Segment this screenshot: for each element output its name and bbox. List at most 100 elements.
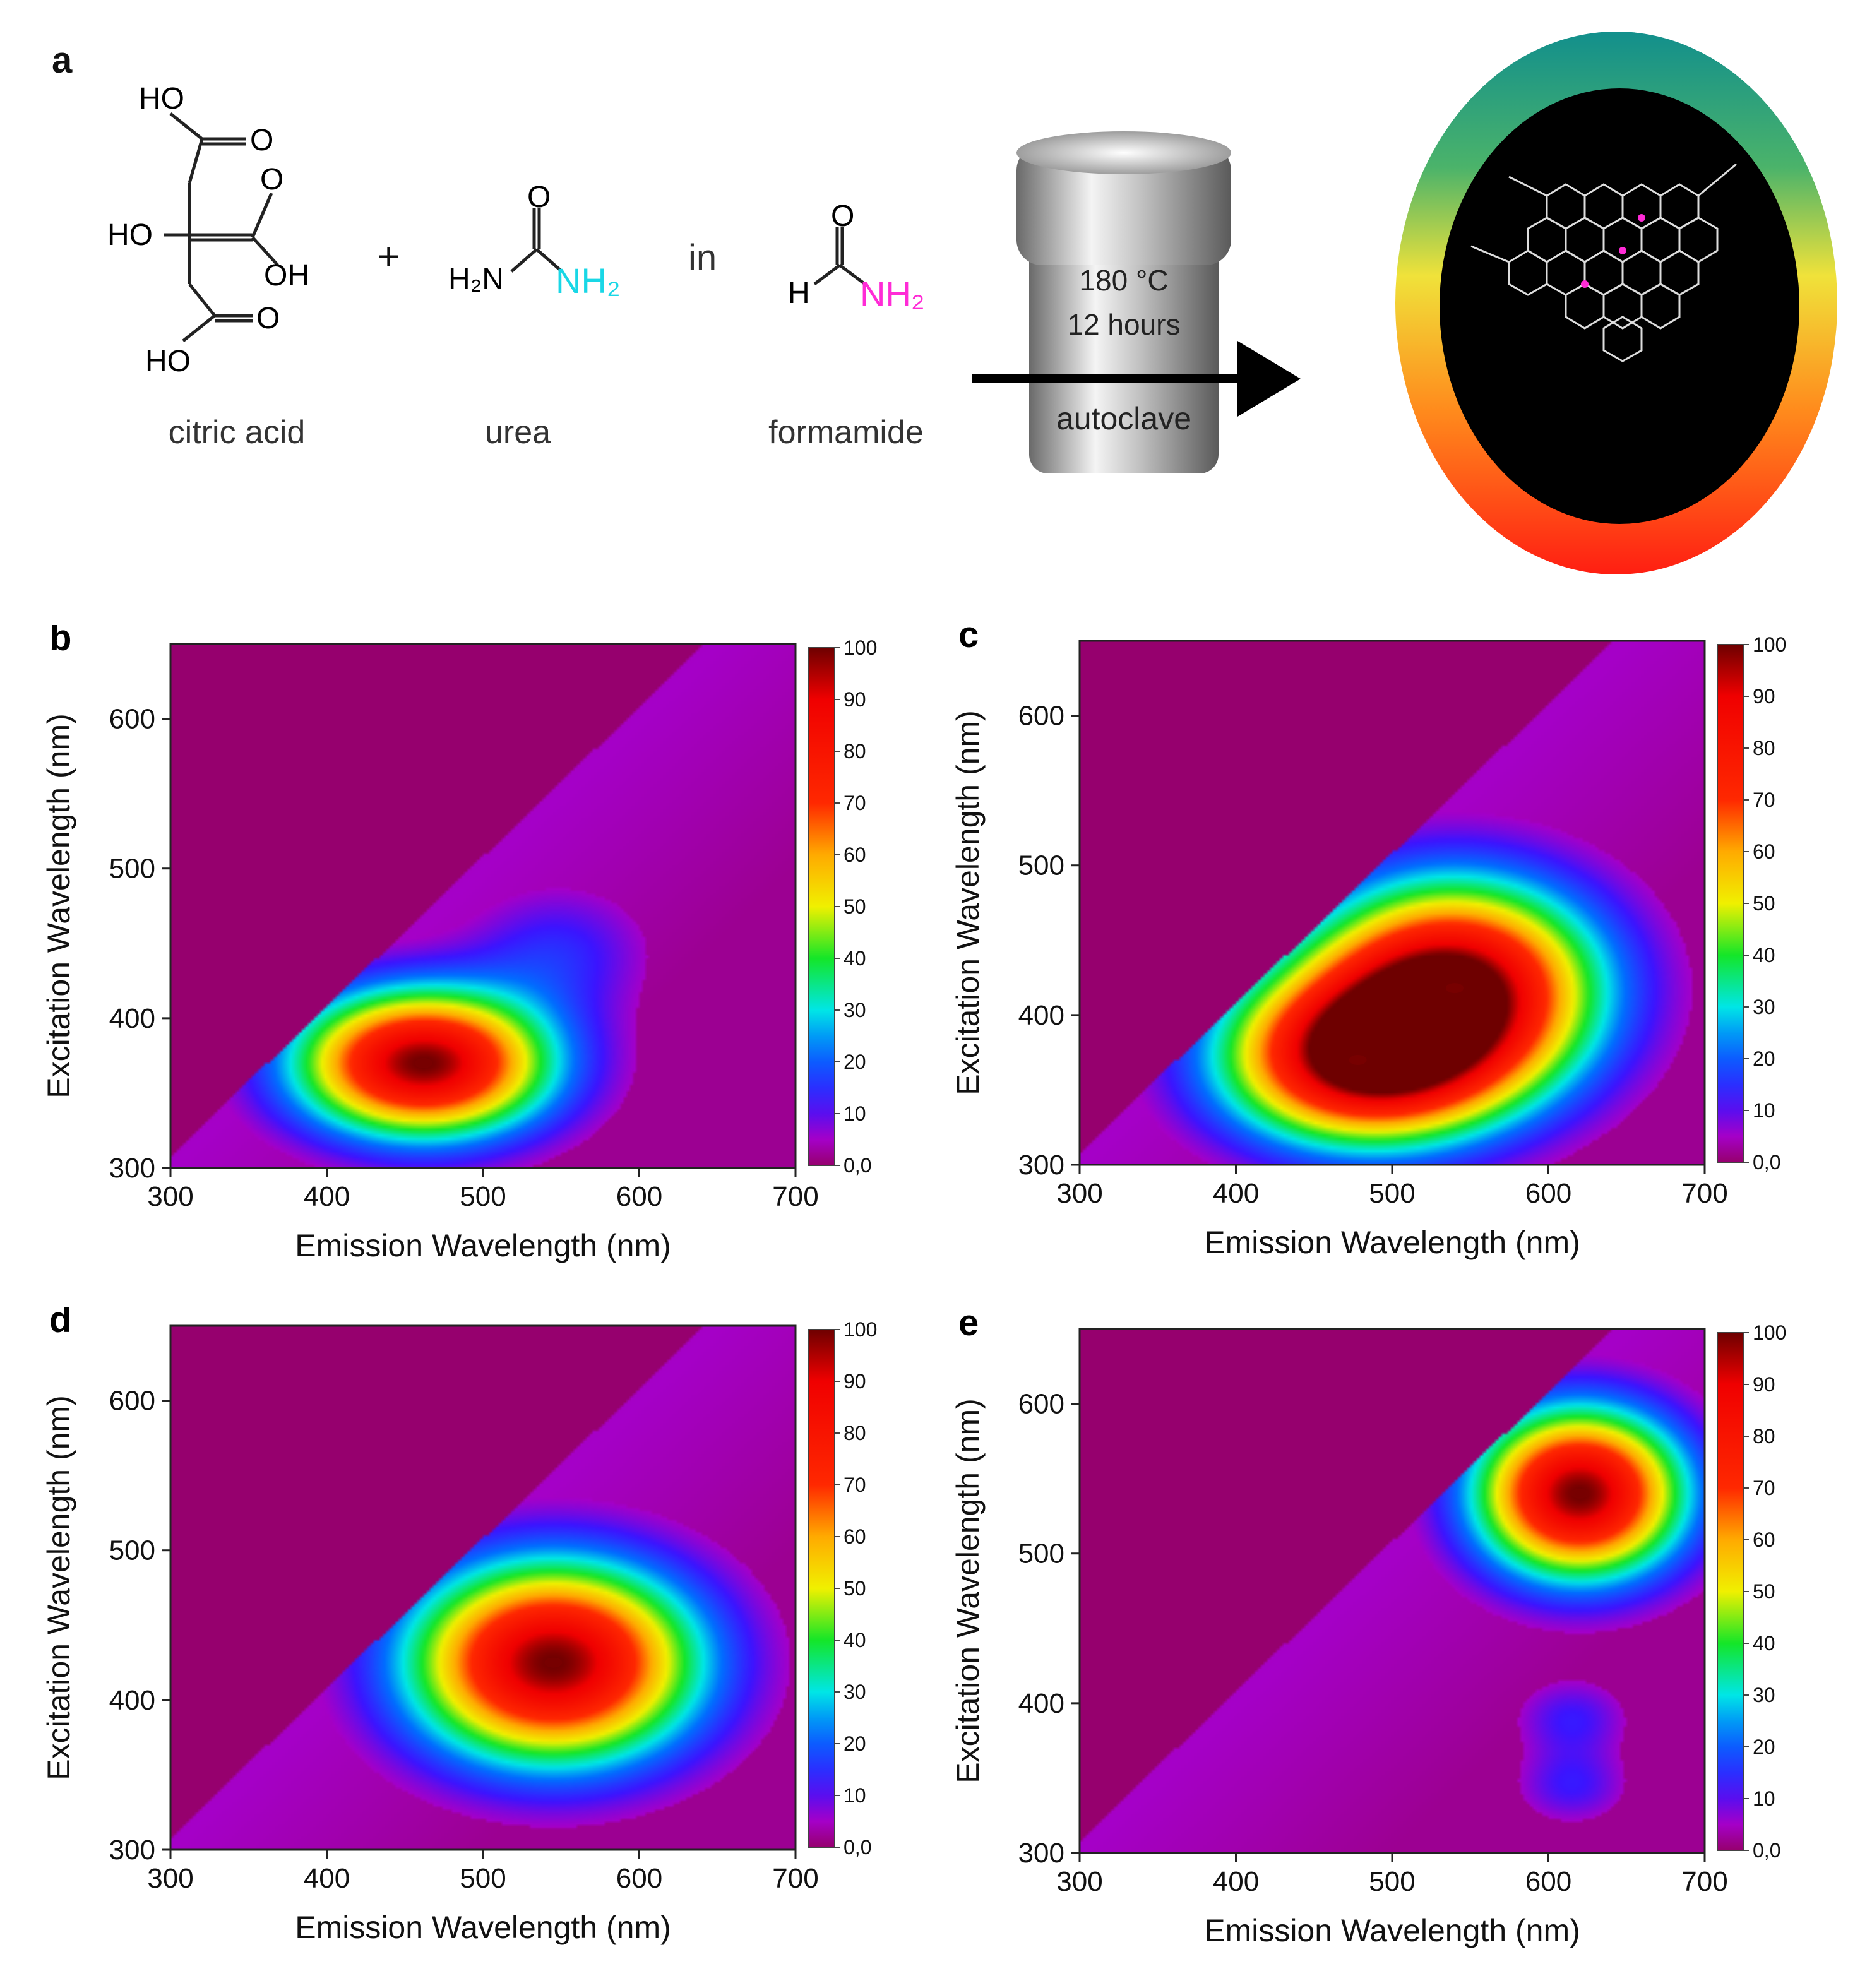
colorbar-tick-label: 10 — [1753, 1787, 1775, 1810]
colorbar-tick-label: 60 — [1753, 840, 1775, 863]
colorbar-tick-label: 10 — [1753, 1099, 1775, 1122]
colorbar-tick-label: 80 — [844, 1422, 866, 1444]
peak-marker — [414, 1058, 432, 1068]
y-tick-label: 300 — [109, 1153, 155, 1184]
colorbar-tick-label: 20 — [844, 1051, 866, 1073]
colorbar — [1717, 1332, 1744, 1851]
autoclave-label: autoclave — [1056, 401, 1191, 436]
heatmap-image-b — [170, 644, 796, 1168]
urea-h2n: H₂N — [448, 263, 504, 296]
y-tick-label: 600 — [1018, 701, 1064, 732]
colorbar-tick-label: 90 — [1753, 1373, 1775, 1396]
colorbar-tick-label: 100 — [844, 1318, 877, 1341]
peak-marker — [1446, 983, 1464, 994]
x-tick-label: 600 — [616, 1863, 662, 1894]
colorbar-tick-label: 100 — [1753, 1321, 1786, 1344]
colorbar-tick-label: 30 — [844, 1681, 866, 1703]
colorbar-tick-label: 30 — [844, 999, 866, 1021]
y-tick-label: 600 — [109, 1386, 155, 1417]
y-axis-title: Excitation Wavelength (nm) — [950, 1398, 986, 1783]
x-axis-title: Emission Wavelength (nm) — [295, 1228, 671, 1263]
x-tick-label: 500 — [1369, 1866, 1415, 1897]
citric-group-o-top: O — [250, 124, 273, 157]
colorbar-tick-label: 50 — [1753, 1580, 1775, 1603]
in-word: in — [688, 237, 717, 278]
colorbar-tick-label: 40 — [844, 1629, 866, 1652]
heatmap-panel-d: d 300 400 500 600 700 300 400 500 600 Emission Wav… — [41, 1307, 877, 1945]
colorbar-tick-label: 0,0 — [1753, 1839, 1780, 1862]
colorbar-tick-label: 90 — [844, 1370, 866, 1393]
x-tick-label: 400 — [1213, 1178, 1259, 1209]
colorbar-tick-label: 80 — [1753, 1425, 1775, 1448]
colorbar — [808, 647, 835, 1166]
urea-o: O — [527, 183, 551, 214]
y-axis-title: Excitation Wavelength (nm) — [41, 713, 76, 1098]
colorbar-tick-label: 50 — [1753, 892, 1775, 915]
heatmap-panel-c: c 300 400 500 600 700 300 400 500 600 Emission Wav… — [950, 622, 1786, 1260]
citric-group-ho-bottom: HO — [145, 345, 191, 378]
heatmap-panel-e: e 300 400 500 600 700 300 400 500 600 Emission Wav… — [950, 1310, 1786, 1948]
colorbar-tick-label: 100 — [1753, 633, 1786, 656]
panel-letter-d: d — [49, 1307, 71, 1340]
colorbar-tick-label: 50 — [844, 1577, 866, 1600]
x-tick-label: 700 — [1681, 1178, 1727, 1209]
colorbar — [808, 1329, 835, 1848]
x-tick-label: 400 — [304, 1181, 350, 1212]
colorbar-tick-label: 40 — [1753, 1632, 1775, 1655]
citric-acid-label: citric acid — [168, 414, 306, 451]
citric-group-oh: OH — [264, 259, 309, 292]
x-tick-label: 300 — [1056, 1866, 1102, 1897]
x-tick-label: 600 — [616, 1181, 662, 1212]
y-tick-label: 400 — [109, 1003, 155, 1034]
colorbar-tick-label: 70 — [1753, 1477, 1775, 1499]
colorbar-tick-label: 70 — [844, 1473, 866, 1496]
y-tick-label: 400 — [109, 1685, 155, 1716]
formamide-label: formamide — [768, 414, 924, 451]
x-tick-label: 600 — [1525, 1866, 1571, 1897]
y-tick-label: 600 — [1018, 1389, 1064, 1420]
colorbar-tick-label: 50 — [844, 895, 866, 918]
colorbar-tick-label: 30 — [1753, 996, 1775, 1018]
y-tick-label: 400 — [1018, 1688, 1064, 1719]
x-tick-label: 700 — [772, 1863, 818, 1894]
y-tick-label: 600 — [109, 704, 155, 735]
colorbar-tick-label: 100 — [844, 636, 877, 659]
colorbar-tick-label: 30 — [1753, 1684, 1775, 1706]
x-tick-label: 500 — [1369, 1178, 1415, 1209]
heatmap-image-e — [1080, 1329, 1705, 1853]
y-tick-label: 300 — [1018, 1838, 1064, 1869]
x-axis-title: Emission Wavelength (nm) — [1204, 1913, 1580, 1948]
colorbar-tick-label: 10 — [844, 1784, 866, 1807]
citric-group-o-mid: O — [260, 163, 283, 196]
colorbar-tick-label: 20 — [1753, 1735, 1775, 1758]
formamide-o: O — [831, 202, 854, 233]
colorbar-tick-label: 0,0 — [844, 1154, 871, 1177]
y-tick-label: 300 — [1018, 1150, 1064, 1181]
x-tick-label: 400 — [304, 1863, 350, 1894]
x-axis-title: Emission Wavelength (nm) — [1204, 1225, 1580, 1260]
colorbar — [1717, 644, 1744, 1163]
x-tick-label: 500 — [460, 1863, 506, 1894]
peak-marker — [1349, 1055, 1367, 1065]
y-axis-title: Excitation Wavelength (nm) — [950, 710, 986, 1095]
autoclave-vessel: 180 °C 12 hours autoclave — [972, 131, 1301, 473]
x-tick-label: 600 — [1525, 1178, 1571, 1209]
urea-nh2: NH₂ — [556, 261, 621, 301]
colorbar-tick-label: 70 — [844, 792, 866, 814]
peak-marker — [1571, 1488, 1589, 1499]
formamide-h: H — [788, 277, 810, 310]
urea-structure: O H₂N NH₂ — [448, 183, 621, 301]
citric-group-o-bottom: O — [256, 302, 280, 335]
panel-letter-a: a — [52, 40, 73, 81]
x-tick-label: 400 — [1213, 1866, 1259, 1897]
y-tick-label: 400 — [1018, 1000, 1064, 1031]
colorbar-tick-label: 40 — [1753, 944, 1775, 967]
citric-group-ho-top: HO — [139, 82, 184, 116]
formamide-structure: O H NH₂ — [788, 202, 925, 314]
x-axis-title: Emission Wavelength (nm) — [295, 1910, 671, 1945]
x-tick-label: 700 — [1681, 1866, 1727, 1897]
x-tick-label: 300 — [1056, 1178, 1102, 1209]
colorbar-tick-label: 80 — [1753, 737, 1775, 759]
autoclave-time: 12 hours — [1067, 308, 1180, 341]
heatmap-image-c — [1080, 641, 1705, 1165]
